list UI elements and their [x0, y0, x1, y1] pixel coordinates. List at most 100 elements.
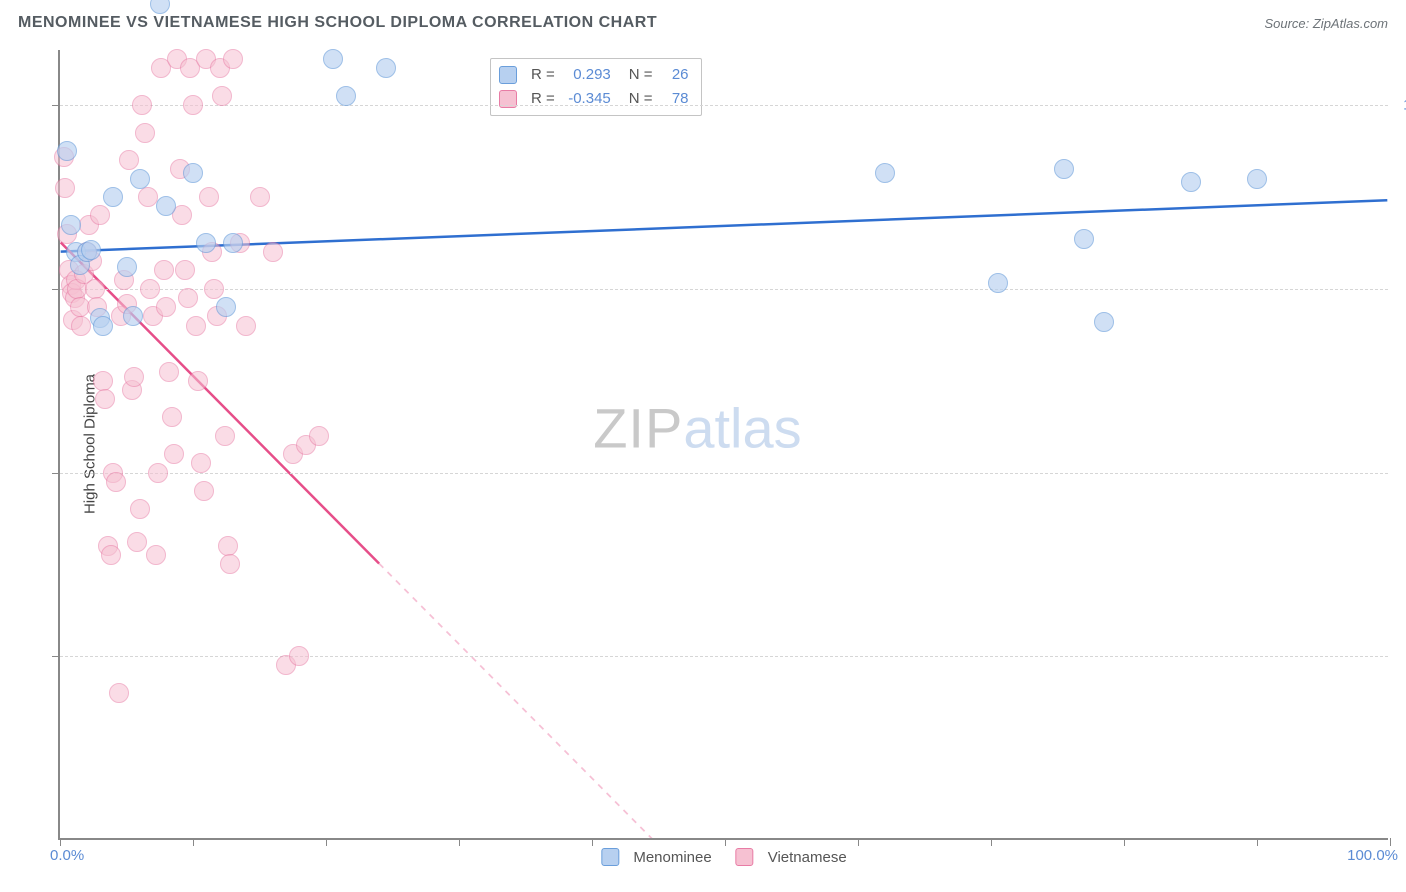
menominee-point — [130, 169, 150, 189]
x-tick-mark — [991, 838, 992, 846]
x-tick-mark — [858, 838, 859, 846]
menominee-point — [875, 163, 895, 183]
vietnamese-point — [109, 683, 129, 703]
vietnamese-point — [135, 123, 155, 143]
n-label: N = — [629, 87, 653, 111]
menominee-point — [1094, 312, 1114, 332]
gridline — [60, 289, 1388, 290]
vietnamese-point — [191, 453, 211, 473]
vietnamese-point — [130, 499, 150, 519]
x-tick-mark — [193, 838, 194, 846]
watermark-part2: atlas — [683, 397, 801, 460]
vietnamese-point — [156, 297, 176, 317]
vietnamese-point — [175, 260, 195, 280]
legend-stats-row: R =-0.345N =78 — [499, 87, 689, 111]
menominee-point — [183, 163, 203, 183]
legend-swatch — [736, 848, 754, 866]
vietnamese-point — [289, 646, 309, 666]
y-tick-label: 80.0% — [1394, 464, 1406, 481]
vietnamese-point — [138, 187, 158, 207]
legend-item: Vietnamese — [736, 848, 847, 866]
vietnamese-point — [85, 279, 105, 299]
vietnamese-point — [146, 545, 166, 565]
vietnamese-point — [148, 463, 168, 483]
legend-item: Menominee — [601, 848, 711, 866]
legend-stats-box: R =0.293N =26R =-0.345N =78 — [490, 58, 702, 116]
y-tick-mark — [52, 473, 60, 474]
menominee-point — [223, 233, 243, 253]
menominee-point — [1054, 159, 1074, 179]
vietnamese-point — [183, 95, 203, 115]
y-tick-mark — [52, 289, 60, 290]
x-tick-mark — [60, 838, 61, 846]
y-tick-label: 90.0% — [1394, 280, 1406, 297]
x-axis-max-label: 100.0% — [1347, 847, 1398, 864]
vietnamese-point — [218, 536, 238, 556]
x-tick-mark — [725, 838, 726, 846]
menominee-point — [376, 58, 396, 78]
vietnamese-point — [119, 150, 139, 170]
legend-label: Menominee — [633, 849, 711, 866]
vietnamese-point — [263, 242, 283, 262]
x-tick-mark — [1124, 838, 1125, 846]
vietnamese-point — [55, 178, 75, 198]
vietnamese-point — [124, 367, 144, 387]
menominee-point — [196, 233, 216, 253]
legend-swatch — [601, 848, 619, 866]
gridline — [60, 473, 1388, 474]
vietnamese-point — [101, 545, 121, 565]
menominee-point — [61, 215, 81, 235]
trend-lines-layer — [60, 50, 1388, 838]
y-tick-mark — [52, 105, 60, 106]
gridline — [60, 656, 1388, 657]
menominee-point — [323, 49, 343, 69]
x-axis-min-label: 0.0% — [50, 847, 84, 864]
legend-stats-row: R =0.293N =26 — [499, 63, 689, 87]
menominee-point — [93, 316, 113, 336]
vietnamese-point — [236, 316, 256, 336]
x-tick-mark — [459, 838, 460, 846]
menominee-point — [156, 196, 176, 216]
chart-header: MENOMINEE VS VIETNAMESE HIGH SCHOOL DIPL… — [0, 0, 1406, 42]
vietnamese-point — [127, 532, 147, 552]
r-value: -0.345 — [563, 87, 611, 111]
vietnamese-point — [212, 86, 232, 106]
menominee-point — [336, 86, 356, 106]
watermark: ZIPatlas — [593, 396, 801, 461]
vietnamese-point — [93, 371, 113, 391]
vietnamese-point — [186, 316, 206, 336]
vietnamese-point — [95, 389, 115, 409]
vietnamese-point — [90, 205, 110, 225]
menominee-point — [1074, 229, 1094, 249]
menominee-point — [57, 141, 77, 161]
menominee-point — [81, 240, 101, 260]
legend-bottom: Menominee Vietnamese — [601, 848, 846, 866]
vietnamese-point — [106, 472, 126, 492]
menominee-point — [117, 257, 137, 277]
gridline — [60, 105, 1388, 106]
vietnamese-point — [199, 187, 219, 207]
vietnamese-point — [71, 316, 91, 336]
vietnamese-point — [309, 426, 329, 446]
chart-plot-area: High School Diploma ZIPatlas R =0.293N =… — [58, 50, 1388, 840]
y-tick-label: 70.0% — [1394, 648, 1406, 665]
vietnamese-point — [215, 426, 235, 446]
watermark-part1: ZIP — [593, 397, 683, 460]
vietnamese-point — [132, 95, 152, 115]
x-tick-mark — [592, 838, 593, 846]
vietnamese-point — [154, 260, 174, 280]
chart-title: MENOMINEE VS VIETNAMESE HIGH SCHOOL DIPL… — [18, 14, 657, 32]
vietnamese-point — [164, 444, 184, 464]
menominee-point — [216, 297, 236, 317]
vietnamese-point — [223, 49, 243, 69]
vietnamese-point — [178, 288, 198, 308]
vietnamese-point — [188, 371, 208, 391]
menominee-point — [123, 306, 143, 326]
y-tick-label: 100.0% — [1394, 97, 1406, 114]
vietnamese-point — [140, 279, 160, 299]
r-value: 0.293 — [563, 63, 611, 87]
n-value: 26 — [661, 63, 689, 87]
vietnamese-point — [162, 407, 182, 427]
x-tick-mark — [1257, 838, 1258, 846]
x-tick-mark — [326, 838, 327, 846]
